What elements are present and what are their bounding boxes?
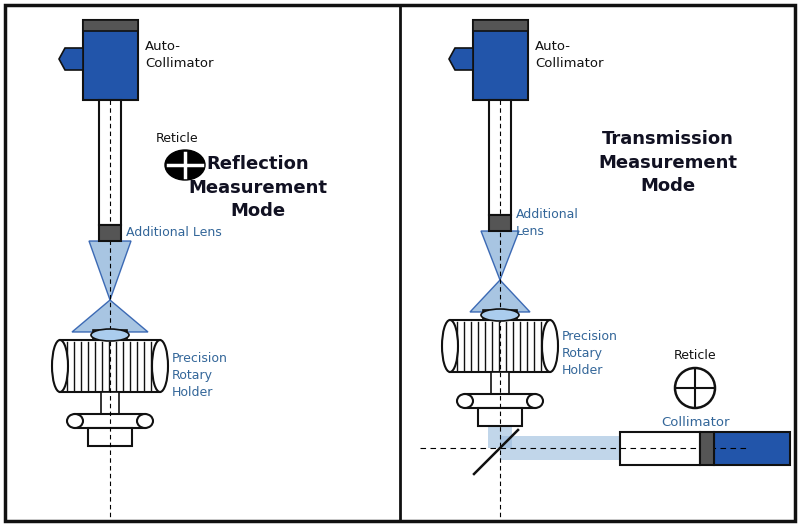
Bar — [83, 20, 138, 100]
Bar — [620, 432, 700, 465]
Bar — [83, 20, 138, 31]
Bar — [450, 320, 550, 372]
Text: Auto-
Collimator: Auto- Collimator — [145, 40, 214, 70]
Bar — [700, 432, 714, 465]
Ellipse shape — [165, 150, 205, 180]
Bar — [88, 428, 132, 446]
Ellipse shape — [481, 309, 519, 321]
Ellipse shape — [442, 320, 458, 372]
Bar — [99, 100, 121, 225]
Polygon shape — [488, 426, 512, 448]
Bar — [491, 372, 509, 394]
Bar — [489, 215, 511, 231]
Polygon shape — [72, 300, 148, 332]
Text: Collimator: Collimator — [661, 416, 730, 429]
Ellipse shape — [52, 340, 68, 392]
Polygon shape — [470, 280, 530, 312]
Bar — [478, 408, 522, 426]
Polygon shape — [449, 48, 473, 70]
Text: Transmission
Measurement
Mode: Transmission Measurement Mode — [598, 130, 738, 195]
Polygon shape — [89, 241, 131, 300]
Polygon shape — [500, 436, 620, 460]
Text: Precision
Rotary
Holder: Precision Rotary Holder — [172, 352, 228, 400]
Bar — [101, 392, 119, 414]
Circle shape — [675, 368, 715, 408]
Text: Additional
Lens: Additional Lens — [516, 208, 579, 238]
Bar — [60, 340, 160, 392]
Bar — [473, 20, 528, 31]
Ellipse shape — [137, 414, 153, 428]
Bar — [465, 394, 535, 408]
Bar — [483, 310, 517, 320]
Ellipse shape — [457, 394, 473, 408]
Bar — [99, 225, 121, 241]
Ellipse shape — [152, 340, 168, 392]
Bar — [75, 414, 145, 428]
Text: Reticle: Reticle — [156, 132, 198, 145]
Polygon shape — [59, 48, 83, 70]
Ellipse shape — [67, 414, 83, 428]
Bar — [489, 100, 511, 215]
Bar — [473, 20, 528, 100]
Ellipse shape — [91, 329, 129, 341]
Text: Reticle: Reticle — [674, 349, 716, 362]
Text: Reflection
Measurement
Mode: Reflection Measurement Mode — [189, 155, 327, 220]
Ellipse shape — [542, 320, 558, 372]
Bar — [93, 330, 127, 340]
Text: Additional Lens: Additional Lens — [126, 227, 222, 239]
Polygon shape — [481, 231, 519, 280]
Text: Precision
Rotary
Holder: Precision Rotary Holder — [562, 330, 618, 378]
Ellipse shape — [527, 394, 543, 408]
Bar — [714, 432, 790, 465]
Text: Auto-
Collimator: Auto- Collimator — [535, 40, 603, 70]
